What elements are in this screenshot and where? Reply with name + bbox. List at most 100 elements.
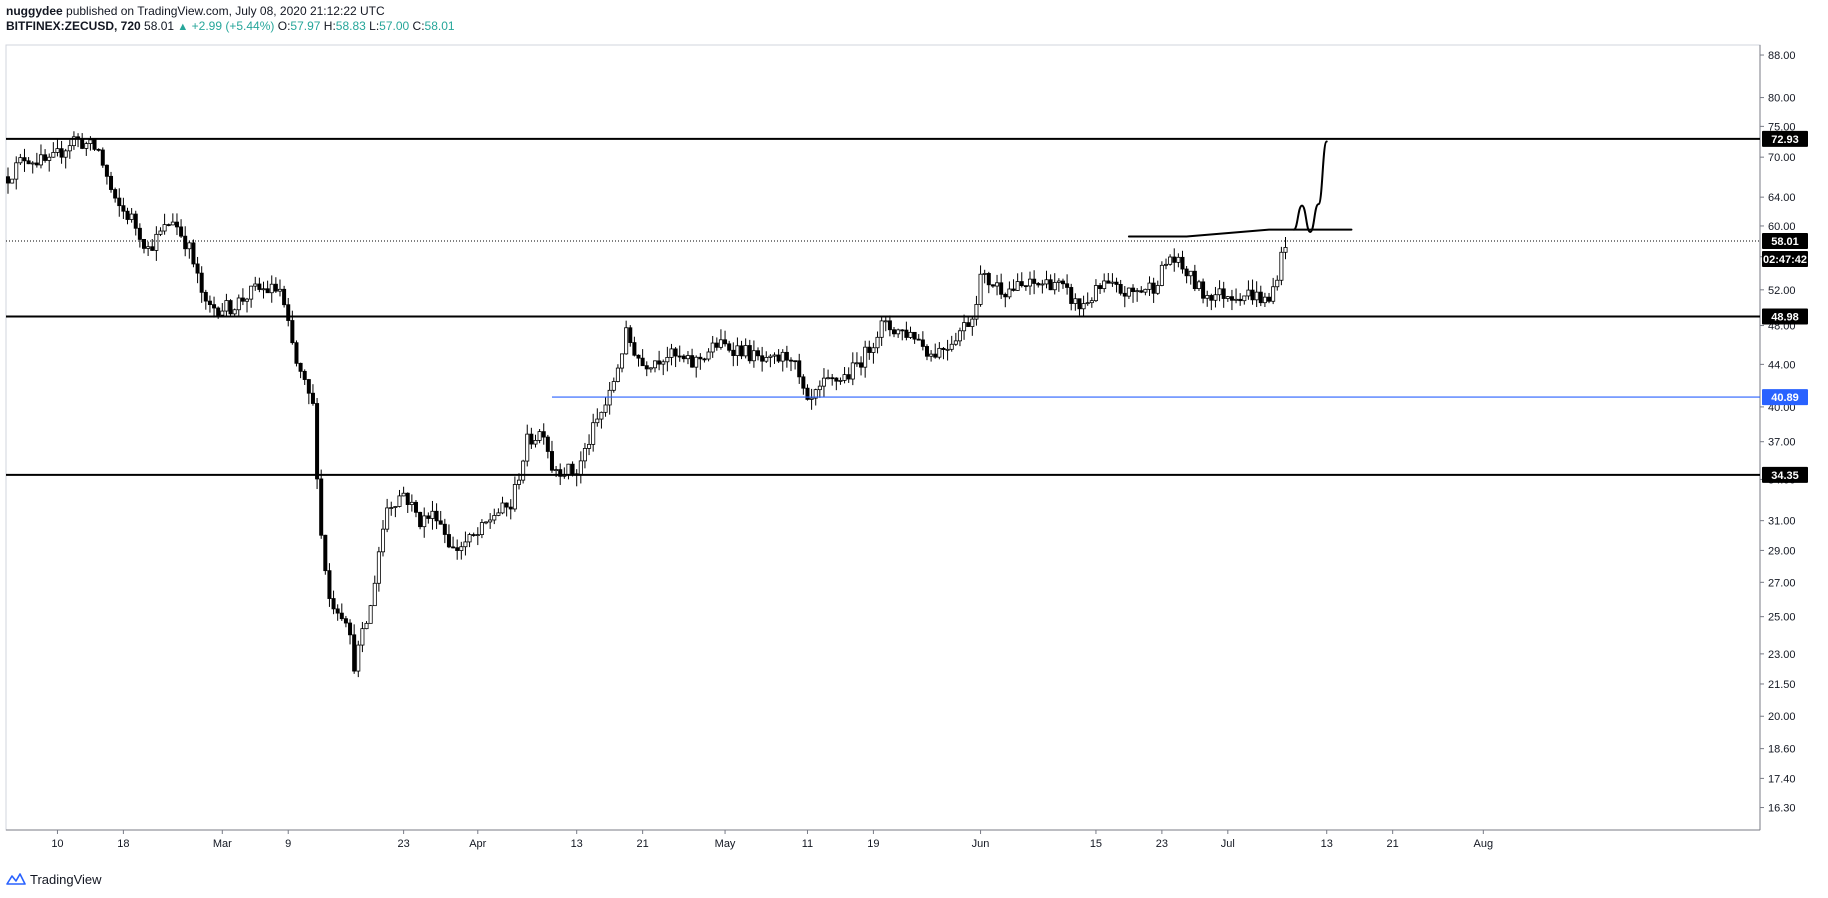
candle[interactable] [718, 329, 723, 350]
candle[interactable] [129, 208, 134, 223]
candle[interactable] [801, 374, 806, 395]
candle[interactable] [1258, 285, 1263, 307]
candle[interactable] [170, 213, 175, 226]
candle[interactable] [146, 241, 151, 256]
candle[interactable] [463, 531, 468, 556]
candle[interactable] [1118, 279, 1123, 296]
candle[interactable] [257, 277, 262, 293]
candle[interactable] [51, 142, 56, 158]
candle[interactable] [805, 384, 810, 401]
candle[interactable] [1254, 281, 1259, 308]
candle[interactable] [467, 532, 472, 548]
candle[interactable] [986, 271, 991, 294]
candle[interactable] [533, 434, 538, 448]
candle[interactable] [500, 496, 505, 515]
candle[interactable] [517, 473, 522, 490]
candle[interactable] [459, 541, 464, 560]
candle[interactable] [978, 265, 983, 307]
candle[interactable] [1122, 286, 1127, 308]
candle[interactable] [521, 459, 526, 484]
candle[interactable] [690, 348, 695, 368]
candle[interactable] [599, 411, 604, 429]
candle[interactable] [113, 187, 118, 203]
candle[interactable] [747, 339, 752, 364]
candle[interactable] [908, 326, 913, 339]
candle[interactable] [673, 347, 678, 368]
candle[interactable] [1135, 288, 1140, 302]
candle[interactable] [887, 315, 892, 337]
candle[interactable] [912, 331, 917, 344]
candle[interactable] [154, 226, 159, 261]
candle[interactable] [137, 223, 142, 248]
candle[interactable] [735, 337, 740, 366]
candle[interactable] [84, 141, 89, 156]
candle[interactable] [479, 519, 484, 539]
candle[interactable] [430, 500, 435, 530]
candle[interactable] [1011, 279, 1016, 292]
candle[interactable] [451, 536, 456, 549]
candle[interactable] [768, 354, 773, 368]
candle[interactable] [492, 508, 497, 525]
candle[interactable] [512, 476, 517, 512]
candle[interactable] [339, 603, 344, 621]
candle[interactable] [587, 434, 592, 456]
candle[interactable] [434, 503, 439, 530]
candle[interactable] [488, 513, 493, 529]
candle[interactable] [817, 380, 822, 398]
candle[interactable] [418, 511, 423, 530]
candle[interactable] [892, 326, 897, 338]
candle[interactable] [343, 615, 348, 628]
candle[interactable] [1196, 279, 1201, 291]
candle[interactable] [273, 277, 278, 293]
candle[interactable] [788, 357, 793, 372]
candle[interactable] [710, 335, 715, 358]
candle[interactable] [1283, 237, 1288, 260]
candle[interactable] [166, 223, 171, 227]
candle[interactable] [372, 575, 377, 607]
candle[interactable] [442, 518, 447, 544]
candle[interactable] [838, 377, 843, 385]
candle[interactable] [962, 314, 967, 340]
candle[interactable] [471, 532, 476, 537]
candle[interactable] [348, 619, 353, 645]
candle[interactable] [793, 360, 798, 370]
candle[interactable] [1271, 277, 1276, 305]
candle[interactable] [694, 355, 699, 378]
candle[interactable] [426, 512, 431, 524]
candle[interactable] [389, 501, 394, 516]
candle[interactable] [974, 295, 979, 326]
candle[interactable] [809, 388, 814, 410]
candle[interactable] [1089, 297, 1094, 308]
candle[interactable] [595, 408, 600, 427]
candle[interactable] [863, 340, 868, 378]
candle[interactable] [1073, 293, 1078, 311]
candle[interactable] [150, 238, 155, 251]
candle[interactable] [1056, 278, 1061, 292]
candle[interactable] [1234, 288, 1239, 304]
candle[interactable] [1151, 277, 1156, 303]
candle[interactable] [1019, 272, 1024, 288]
candle[interactable] [1209, 293, 1214, 311]
candle[interactable] [224, 293, 229, 318]
candle[interactable] [1168, 254, 1173, 266]
candle[interactable] [1242, 295, 1247, 305]
candle[interactable] [854, 352, 859, 367]
candle[interactable] [438, 510, 443, 525]
candle[interactable] [723, 330, 728, 347]
candle[interactable] [1139, 286, 1144, 294]
candle[interactable] [504, 502, 509, 517]
candle[interactable] [652, 360, 657, 373]
candle[interactable] [409, 494, 414, 512]
candle[interactable] [1044, 270, 1049, 289]
candle[interactable] [937, 342, 942, 360]
candle[interactable] [125, 207, 130, 225]
candle[interactable] [776, 349, 781, 363]
candle[interactable] [1110, 273, 1115, 287]
candle[interactable] [393, 505, 398, 518]
candle[interactable] [842, 367, 847, 384]
candle[interactable] [830, 373, 835, 386]
candle[interactable] [525, 424, 530, 467]
candle[interactable] [245, 297, 250, 313]
candle[interactable] [1217, 280, 1222, 302]
candle[interactable] [957, 327, 962, 347]
